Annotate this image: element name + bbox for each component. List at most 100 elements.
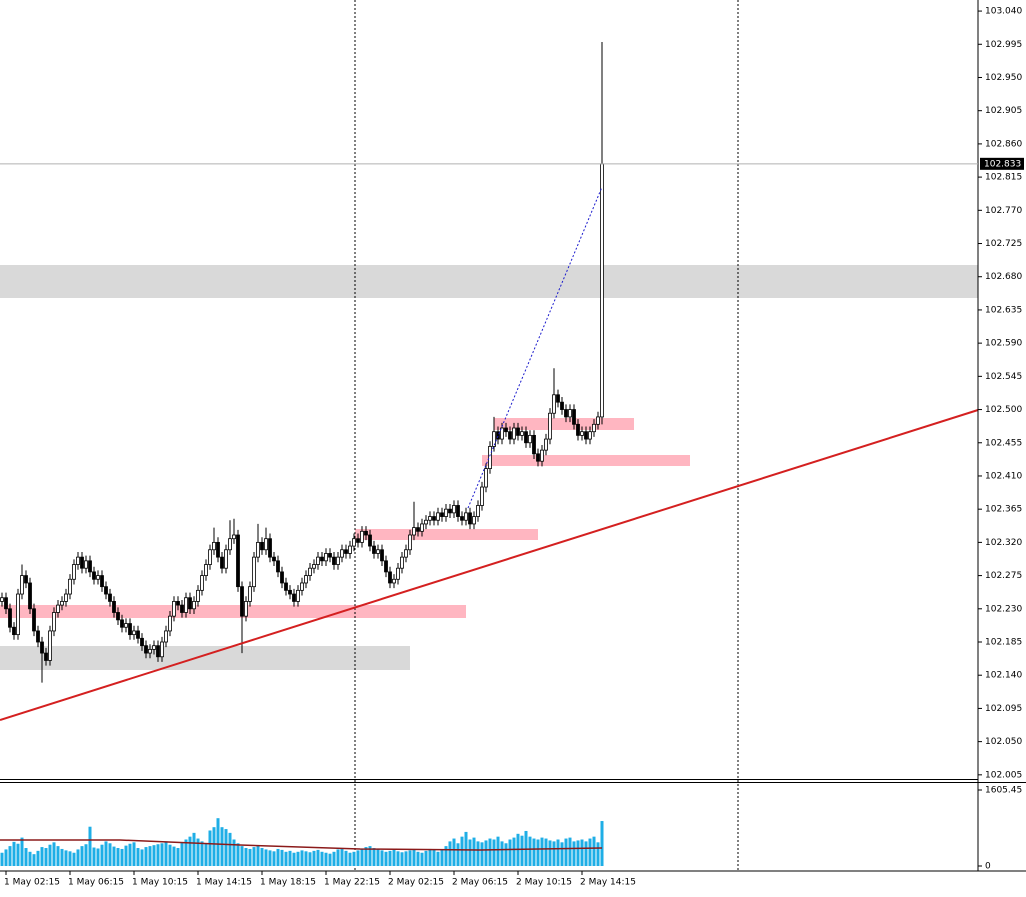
volume-bar xyxy=(124,845,128,866)
volume-bar xyxy=(32,854,36,866)
candle-body xyxy=(464,512,468,521)
candle-body xyxy=(240,586,244,617)
candle-body xyxy=(160,641,164,658)
zone xyxy=(0,605,466,618)
candle-body xyxy=(272,556,276,562)
candle-body xyxy=(128,623,132,636)
candle-body xyxy=(28,582,32,610)
x-tick-label: 2 May 14:15 xyxy=(580,878,636,888)
candle-body xyxy=(440,512,444,517)
candle-body xyxy=(372,545,376,554)
volume-bar xyxy=(228,832,232,866)
candle-body xyxy=(280,571,284,584)
volume-bar xyxy=(348,852,352,866)
candle-body xyxy=(48,630,52,661)
volume-bar xyxy=(52,842,56,866)
volume-bar xyxy=(532,838,536,866)
volume-bar xyxy=(412,849,416,866)
zone xyxy=(355,529,538,540)
volume-bar xyxy=(440,849,444,866)
volume-tick-label: 0 xyxy=(985,862,991,872)
candle-body xyxy=(592,423,596,433)
candle-body xyxy=(568,409,572,418)
candle-body xyxy=(324,553,328,562)
volume-bar xyxy=(256,845,260,866)
zone xyxy=(0,265,978,298)
y-tick-label: 103.040 xyxy=(985,7,1022,17)
candle-body xyxy=(276,560,280,573)
candle-body xyxy=(364,530,368,536)
x-tick-label: 1 May 18:15 xyxy=(260,878,316,888)
volume-bar xyxy=(496,836,500,866)
current-price-box xyxy=(980,157,1024,170)
volume-bar xyxy=(204,843,208,866)
volume-bar xyxy=(84,844,88,866)
volume-bar xyxy=(388,850,392,866)
volume-bar xyxy=(116,848,120,866)
y-tick-label: 102.860 xyxy=(985,139,1022,149)
volume-bar xyxy=(104,841,108,866)
candle-body xyxy=(0,597,4,602)
volume-bar xyxy=(192,832,196,866)
candle-body xyxy=(172,601,176,617)
candle-body xyxy=(44,652,48,661)
candle-body xyxy=(208,549,212,565)
candle-body xyxy=(360,530,364,543)
volume-bar xyxy=(416,851,420,866)
candle-body xyxy=(412,527,416,536)
candle-body xyxy=(332,556,336,565)
candle-body xyxy=(148,648,152,654)
volume-bar xyxy=(372,848,376,866)
volume-bar xyxy=(220,827,224,866)
volume-bar xyxy=(152,845,156,866)
volume-bar xyxy=(0,852,4,866)
x-tick-label: 1 May 10:15 xyxy=(132,878,188,888)
candle-body xyxy=(580,431,584,436)
x-tick-label: 2 May 02:15 xyxy=(388,878,444,888)
volume-bar xyxy=(572,841,576,866)
candle-body xyxy=(300,582,304,591)
volume-bar xyxy=(536,839,540,866)
candle-body xyxy=(56,604,60,613)
candle-body xyxy=(520,431,524,436)
candle-body xyxy=(152,645,156,650)
volume-bar xyxy=(296,851,300,866)
volume-bar xyxy=(140,849,144,866)
volume-bar xyxy=(588,838,592,866)
volume-bar xyxy=(356,850,360,866)
candle-body xyxy=(156,645,160,658)
candle-body xyxy=(292,593,296,602)
candle-body xyxy=(244,601,248,617)
volume-bar xyxy=(404,851,408,866)
candle-body xyxy=(340,549,344,558)
volume-tick-label: 1605.45 xyxy=(985,786,1022,796)
y-tick-label: 102.455 xyxy=(985,438,1022,448)
y-tick-label: 102.500 xyxy=(985,405,1022,415)
candle-body xyxy=(492,431,496,447)
candle-body xyxy=(252,556,256,588)
volume-bar xyxy=(320,851,324,866)
volume-bar xyxy=(520,835,524,866)
volume-bar xyxy=(548,840,552,866)
candle-body xyxy=(496,431,500,440)
y-tick-label: 102.050 xyxy=(985,737,1022,747)
y-tick-label: 102.680 xyxy=(985,272,1022,282)
volume-bar xyxy=(136,848,140,866)
volume-bar xyxy=(368,846,372,866)
candle-body xyxy=(368,534,372,547)
volume-bar xyxy=(408,850,412,866)
volume-bar xyxy=(184,839,188,866)
volume-bar xyxy=(560,842,564,866)
volume-bar xyxy=(268,850,272,866)
volume-bar xyxy=(128,843,132,866)
candle-body xyxy=(112,601,116,613)
candle-body xyxy=(476,505,480,517)
candle-body xyxy=(108,593,112,602)
trendline xyxy=(0,409,979,721)
candle-body xyxy=(424,519,428,525)
candle-body xyxy=(304,575,308,584)
volume-bar xyxy=(384,851,388,866)
volume-bar xyxy=(96,848,100,866)
